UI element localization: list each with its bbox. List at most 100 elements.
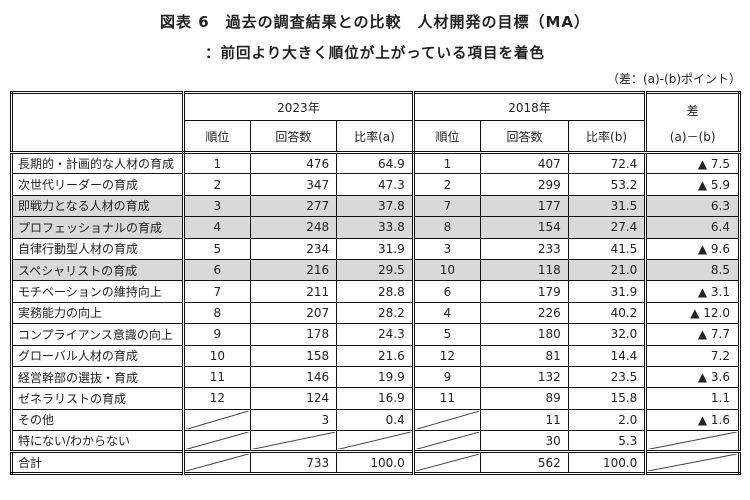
table-row: 即戦力となる人材の育成 3 277 37.8 7 177 31.5 6.3 — [10, 194, 740, 218]
count-2018-cell: 118 — [480, 258, 569, 282]
ratio-b-cell: 5.3 — [567, 430, 648, 453]
count-2023-cell: 248 — [249, 216, 338, 239]
diff-cell: 7.2 — [645, 344, 740, 367]
count-2018-cell: 299 — [480, 173, 569, 196]
diagonal-slash-icon — [648, 432, 737, 449]
table-row: その他 3 0.4 11 2.0 ▲ 1.6 — [10, 408, 740, 432]
count-2023-cell — [249, 430, 338, 453]
item-label-cell: 次世代リーダーの育成 — [10, 173, 186, 196]
diff-formula-label: (a)－(b) — [669, 130, 716, 144]
diagonal-slash-icon — [186, 432, 248, 449]
rank-2023-cell: 12 — [183, 387, 251, 410]
item-label-cell: 特にない/わからない — [10, 430, 186, 453]
count-2018-cell: 407 — [480, 151, 569, 175]
ratio-b-cell: 21.0 — [567, 258, 648, 282]
ratio-b-cell: 31.5 — [567, 194, 648, 218]
ratio-b-cell: 27.4 — [567, 216, 648, 239]
diagonal-slash-icon — [416, 411, 479, 429]
diff-cell: ▲ 7.5 — [645, 151, 740, 175]
table-row: モチベーションの維持向上 7 211 28.8 6 179 31.9 ▲ 3.1 — [10, 280, 740, 303]
item-label-cell: 自律行動型人材の育成 — [10, 237, 186, 260]
diff-cell: 6.3 — [645, 194, 740, 218]
count-2023-cell: 277 — [249, 194, 338, 218]
ratio-b-cell: 100.0 — [567, 450, 648, 475]
diff-cell: 6.4 — [645, 216, 740, 239]
count-2018-cell: 226 — [480, 301, 569, 325]
table-row: コンプライアンス意識の向上 9 178 24.3 5 180 32.0 ▲ 7.7 — [10, 323, 740, 346]
diagonal-slash-icon — [416, 454, 479, 471]
ratio-a-cell: 28.2 — [336, 301, 415, 325]
rank-2023-cell: 8 — [183, 301, 251, 325]
diagonal-slash-icon — [648, 454, 737, 471]
rank-2023-cell: 10 — [183, 344, 251, 367]
rank-2018-cell: 2 — [412, 173, 482, 196]
ratio-b-cell: 31.9 — [567, 280, 648, 303]
count-2018-cell: 233 — [480, 237, 569, 260]
year-2023-group-header: 2023年 — [183, 92, 415, 121]
rank-2023-cell: 6 — [183, 258, 251, 282]
ratio-a-cell: 31.9 — [336, 237, 415, 260]
count-2023-cell: 146 — [249, 365, 338, 389]
item-label-cell: その他 — [10, 408, 186, 432]
rank-2018-cell: 12 — [412, 344, 482, 367]
ratio-b-header: 比率(b) — [567, 120, 648, 154]
item-label-cell: コンプライアンス意識の向上 — [10, 323, 186, 346]
ratio-b-cell: 23.5 — [567, 365, 648, 389]
item-label-cell: グローバル人材の育成 — [10, 344, 186, 367]
rank-2018-cell — [412, 430, 482, 453]
item-label-cell: モチベーションの維持向上 — [10, 280, 186, 303]
diff-column-header: 差 (a)－(b) — [645, 92, 740, 154]
diagonal-slash-icon — [338, 432, 411, 449]
table-row: 合計 733 100.0 562 100.0 — [10, 450, 740, 475]
ratio-a-cell: 29.5 — [336, 258, 415, 282]
rank-2023-cell: 7 — [183, 280, 251, 303]
item-label-cell: 長期的・計画的な人材の育成 — [10, 151, 186, 175]
count-2023-cell: 347 — [249, 173, 338, 196]
diff-cell: 1.1 — [645, 387, 740, 410]
rank-2018-header: 順位 — [412, 120, 482, 154]
ratio-b-cell: 2.0 — [567, 408, 648, 432]
table-row: スペシャリストの育成 6 216 29.5 10 118 21.0 8.5 — [10, 258, 740, 282]
rank-2018-cell: 9 — [412, 365, 482, 389]
rank-2023-cell: 9 — [183, 323, 251, 346]
ratio-a-cell: 47.3 — [336, 173, 415, 196]
rank-2018-cell — [412, 450, 482, 475]
ratio-a-cell — [336, 430, 415, 453]
item-column-header — [10, 92, 186, 154]
item-label-cell: 即戦力となる人材の育成 — [10, 194, 186, 218]
count-2018-cell: 30 — [480, 430, 569, 453]
ratio-a-cell: 24.3 — [336, 323, 415, 346]
count-2023-header: 回答数 — [249, 120, 338, 154]
diff-cell: ▲ 12.0 — [645, 301, 740, 325]
count-2018-cell: 154 — [480, 216, 569, 239]
count-2023-cell: 158 — [249, 344, 338, 367]
rank-2018-cell: 10 — [412, 258, 482, 282]
rank-2023-cell: 2 — [183, 173, 251, 196]
item-label-cell: 経営幹部の選抜・育成 — [10, 365, 186, 389]
rank-2023-header: 順位 — [183, 120, 251, 154]
comparison-table: 2023年 2018年 差 (a)－(b) 順位 回答数 比率(a) 順位 回答… — [10, 91, 741, 476]
ratio-a-header: 比率(a) — [336, 120, 415, 154]
count-2023-cell: 124 — [249, 387, 338, 410]
ratio-a-cell: 19.9 — [336, 365, 415, 389]
diagonal-slash-icon — [186, 411, 248, 429]
diagonal-slash-icon — [186, 454, 248, 471]
ratio-b-cell: 72.4 — [567, 151, 648, 175]
count-2023-cell: 178 — [249, 323, 338, 346]
ratio-a-cell: 28.8 — [336, 280, 415, 303]
ratio-a-cell: 33.8 — [336, 216, 415, 239]
count-2023-cell: 234 — [249, 237, 338, 260]
count-2023-cell: 3 — [249, 408, 338, 432]
item-label-cell: ゼネラリストの育成 — [10, 387, 186, 410]
table-row: 自律行動型人材の育成 5 234 31.9 3 233 41.5 ▲ 9.6 — [10, 237, 740, 260]
ratio-a-cell: 21.6 — [336, 344, 415, 367]
ratio-b-cell: 40.2 — [567, 301, 648, 325]
diff-cell: 8.5 — [645, 258, 740, 282]
count-2018-header: 回答数 — [480, 120, 569, 154]
table-row: 特にない/わからない 30 5.3 — [10, 430, 740, 453]
table-row: プロフェッショナルの育成 4 248 33.8 8 154 27.4 6.4 — [10, 216, 740, 239]
count-2018-cell: 81 — [480, 344, 569, 367]
ratio-a-cell: 100.0 — [336, 450, 415, 475]
count-2018-cell: 562 — [480, 450, 569, 475]
